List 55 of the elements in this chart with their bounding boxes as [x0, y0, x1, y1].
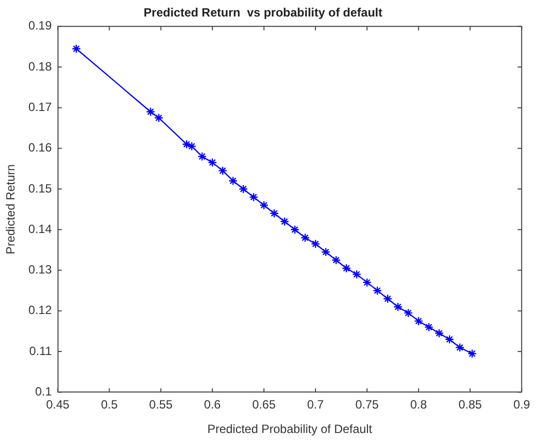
point: [404, 308, 413, 318]
chart-title: Predicted Return vs probability of default: [144, 6, 382, 20]
point: [444, 334, 454, 344]
y-tick-label: 0.1: [35, 384, 52, 399]
x-tick-label: 0.6: [204, 398, 222, 412]
x-tick-label: 0.5: [100, 398, 118, 412]
point: [270, 208, 279, 218]
point: [154, 113, 164, 122]
point: [434, 328, 444, 338]
y-axis-title: Predicted Return: [4, 164, 18, 254]
x-tick-label: 0.65: [252, 398, 276, 412]
point: [208, 158, 217, 168]
y-tick-label: 0.12: [28, 303, 52, 318]
x-tick-label: 0.7: [307, 398, 324, 412]
y-tick-label: 0.11: [29, 344, 52, 358]
point: [197, 152, 207, 162]
point: [249, 192, 258, 202]
point: [290, 225, 300, 234]
point: [468, 348, 477, 358]
y-tick-label: 0.17: [28, 100, 52, 114]
y-tick-label: 0.15: [28, 181, 52, 196]
point: [383, 294, 392, 304]
y-tick-label: 0.18: [28, 59, 52, 74]
point: [352, 270, 362, 279]
point: [414, 316, 424, 326]
y-tick-label: 0.14: [28, 222, 52, 236]
y-tick-label: 0.16: [28, 140, 52, 155]
point: [372, 286, 382, 296]
point: [321, 247, 330, 257]
point: [332, 256, 341, 265]
x-tick-label: 0.45: [46, 398, 70, 412]
x-tick-label: 0.75: [355, 398, 380, 412]
y-tick-label: 0.13: [28, 262, 52, 277]
x-axis-title: Predicted Probability of Default: [207, 422, 373, 436]
point: [310, 239, 320, 248]
x-tick-label: 0.9: [513, 398, 530, 412]
x-tick-label: 0.85: [458, 398, 482, 412]
point: [146, 107, 156, 116]
point: [393, 302, 403, 312]
point: [280, 216, 290, 226]
x-tick-label: 0.55: [149, 398, 173, 412]
point: [238, 184, 248, 194]
point: [342, 264, 352, 273]
point: [300, 233, 310, 242]
y-tick-label: 0.19: [28, 18, 52, 33]
point: [455, 342, 464, 352]
point: [182, 140, 192, 149]
point: [218, 166, 228, 176]
point: [187, 142, 196, 151]
point: [259, 200, 269, 210]
x-tick-label: 0.8: [410, 398, 428, 412]
point: [228, 176, 238, 186]
point: [72, 44, 81, 54]
point: [424, 322, 434, 332]
point: [362, 278, 372, 288]
